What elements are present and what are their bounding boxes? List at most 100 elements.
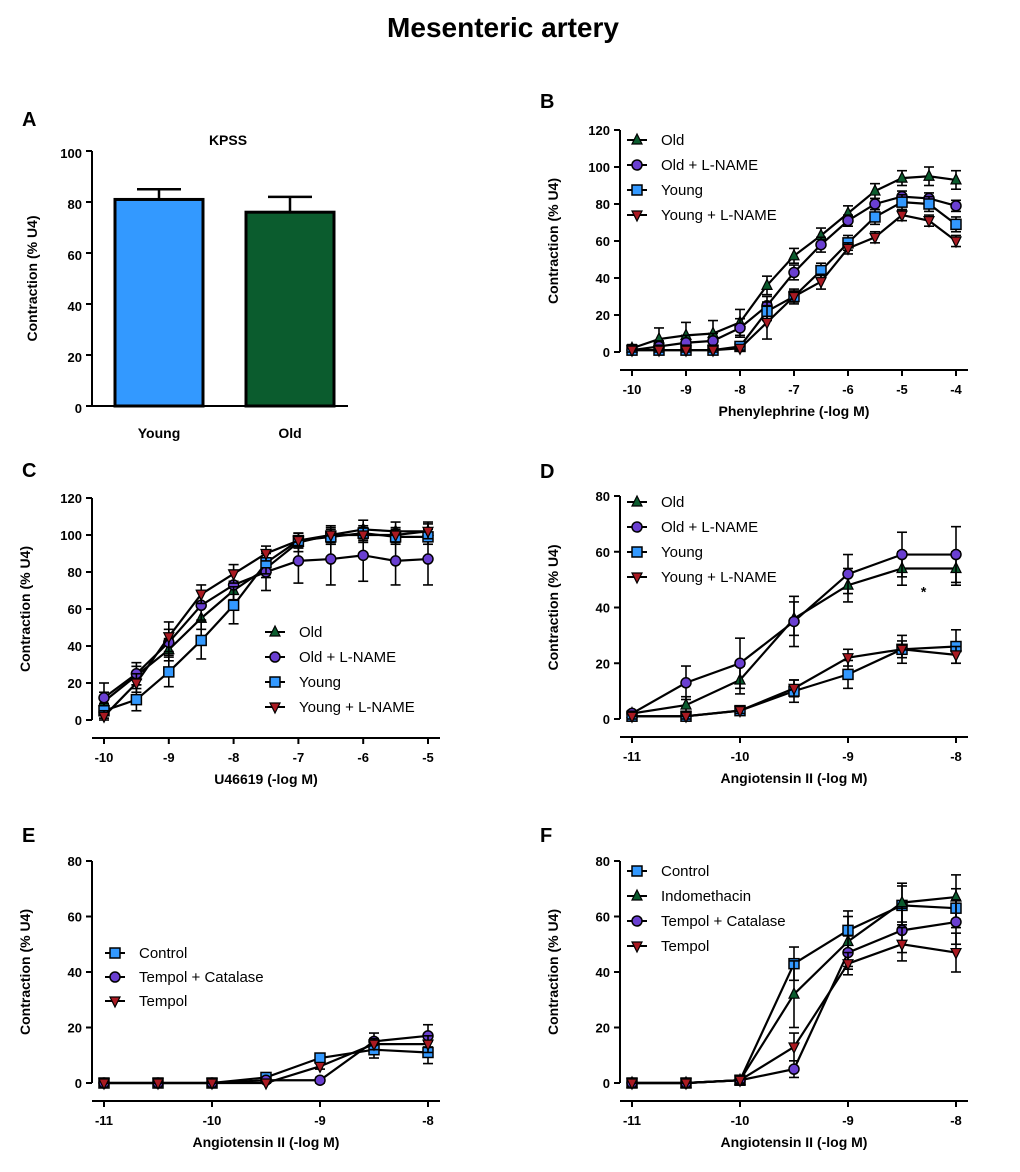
data-point (357, 549, 369, 562)
data-point (896, 939, 908, 952)
data-point (314, 1061, 326, 1074)
data-point (950, 548, 962, 561)
data-point (422, 1039, 434, 1052)
data-point (842, 653, 854, 666)
x-tick-label: -4 (950, 382, 962, 397)
data-point (389, 530, 402, 543)
data-point (842, 214, 854, 227)
data-point (260, 1078, 272, 1091)
x-tick-label: -9 (163, 750, 175, 765)
y-tick-label: 0 (603, 345, 610, 360)
data-point (923, 168, 935, 181)
data-point (626, 1078, 638, 1091)
data-point (260, 548, 272, 561)
legend-marker (631, 915, 643, 927)
panel-c: C 0 20 40 60 80 100 120 Contraction (% U4) -10 -9 -… (17, 460, 440, 787)
legend-label: Young (299, 674, 341, 691)
data-point (98, 711, 110, 724)
data-point (842, 668, 854, 681)
data-point (292, 535, 305, 548)
panel-letter: C (22, 460, 36, 482)
legend-marker (109, 971, 121, 983)
legend-marker (269, 624, 281, 637)
data-point (130, 678, 143, 691)
data-point (788, 266, 800, 279)
y-tick-label: 20 (596, 656, 610, 671)
data-point (626, 711, 638, 724)
legend-marker (269, 651, 281, 663)
x-tick-label: -10 (95, 750, 114, 765)
series-line (632, 213, 957, 352)
data-point (734, 343, 746, 356)
panel-f: F 0 20 40 60 80 Contraction (% U4) -11 -10 -9 -8 An… (540, 825, 968, 1150)
series-tempol (98, 1035, 434, 1091)
legend-marker (269, 702, 281, 715)
data-point (324, 530, 337, 543)
panel-letter: D (540, 461, 554, 483)
y-tick-label: 100 (60, 146, 82, 161)
x-tick-label: -7 (788, 382, 800, 397)
data-point (923, 198, 935, 210)
y-tick-label: 0 (75, 713, 82, 728)
data-point (869, 211, 881, 223)
legend-label: Tempol + Catalase (139, 969, 264, 986)
legend-label: Old + L-NAME (661, 519, 758, 536)
data-point (206, 1078, 218, 1091)
y-tick-label: 80 (68, 565, 82, 580)
data-point (842, 568, 854, 580)
x-tick-label: -10 (623, 382, 642, 397)
data-point (195, 589, 208, 602)
y-tick-label: 60 (68, 248, 82, 263)
panel-letter: A (22, 109, 36, 131)
bar-young (113, 197, 205, 408)
data-point (788, 683, 800, 696)
x-tick-label: -5 (422, 750, 434, 765)
y-tick-label: 0 (75, 401, 82, 416)
x-axis-label: Angiotensin II (-log M) (193, 1134, 340, 1150)
data-point (788, 1063, 800, 1075)
x-tick-label: -9 (842, 749, 854, 764)
legend-label: Young + L-NAME (299, 699, 415, 716)
panel-e: E 0 20 40 60 80 Contraction (% U4) -11 -10 -9 -8 An… (17, 825, 440, 1150)
data-point (325, 553, 337, 565)
data-point (162, 632, 175, 645)
data-point (734, 657, 746, 669)
y-tick-label: 120 (588, 123, 610, 138)
data-point (680, 697, 692, 710)
data-point (869, 183, 881, 196)
y-tick-label: 80 (68, 197, 82, 212)
data-point (815, 277, 827, 290)
legend-marker (631, 132, 643, 145)
legend-label: Tempol + Catalase (661, 913, 786, 930)
legend-label: Old (299, 624, 322, 641)
legend-marker (631, 941, 643, 954)
series-young-l-name (98, 523, 434, 724)
data-point (734, 1075, 746, 1088)
y-tick-label: 60 (68, 602, 82, 617)
y-tick-label: 60 (596, 910, 610, 925)
legend-marker (631, 210, 643, 223)
y-tick-label: 40 (596, 601, 610, 616)
data-point (680, 1078, 692, 1091)
data-point (815, 238, 827, 251)
data-point (896, 170, 908, 183)
x-tick-label: -9 (842, 1113, 854, 1128)
panel-letter: E (22, 825, 35, 847)
legend: Control Indomethacin Tempol + Catalase Temp… (627, 863, 786, 955)
data-point (314, 1074, 326, 1086)
legend-label: Young + L-NAME (661, 569, 777, 586)
legend-label: Old (661, 494, 684, 511)
data-point (680, 345, 692, 358)
legend-label: Old (661, 132, 684, 149)
data-point (761, 278, 773, 290)
y-tick-label: 100 (588, 160, 610, 175)
y-tick-label: 40 (68, 965, 82, 980)
y-tick-label: 40 (68, 639, 82, 654)
x-tick-label: -11 (623, 1113, 641, 1128)
data-point (950, 947, 962, 960)
data-point (950, 650, 962, 663)
y-tick-label: 60 (596, 234, 610, 249)
data-point (98, 692, 110, 704)
y-axis-label: Contraction (% U4) (17, 546, 33, 672)
data-point (707, 345, 719, 358)
